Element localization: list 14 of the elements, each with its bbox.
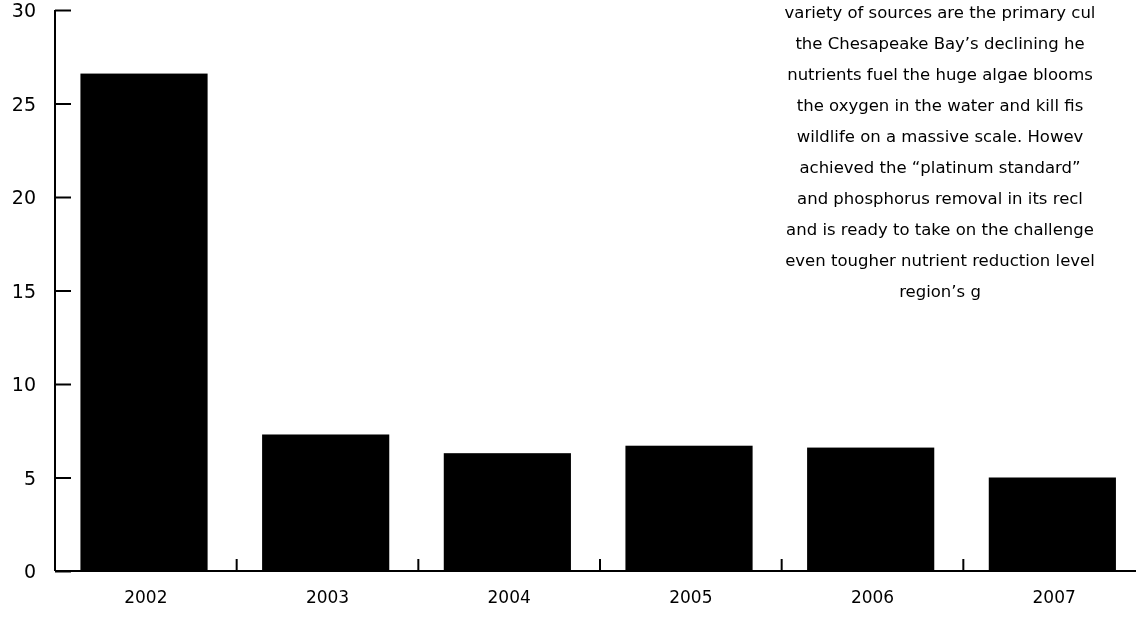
x-tick-label: 2005 xyxy=(669,587,713,608)
x-tick-label: 2007 xyxy=(1032,587,1076,608)
y-tick-label: 5 xyxy=(23,466,36,489)
x-tick-label: 2004 xyxy=(487,587,531,608)
y-tick-label: 15 xyxy=(11,279,36,302)
x-tick-label: 2002 xyxy=(124,587,168,608)
y-tick-label: 0 xyxy=(23,560,36,583)
text: variety of sources are the primary cul the Chesapeake Bay’s declining he nutrients fuel the huge algae blooms the oxygen in the water and kill fis wildlife on a massive scale. Howev achieved the “platinum standard” and phosphorus removal in its recl and is ready to take on the challenge even tougher nutrient reduction level region’s g xyxy=(784,3,1096,301)
y-tick-label: 20 xyxy=(11,186,36,209)
x-tick-label: 2006 xyxy=(850,587,895,608)
y-tick-label: 25 xyxy=(11,92,36,115)
y-tick-label: 30 xyxy=(11,0,36,22)
x-tick-label: 2003 xyxy=(305,587,350,608)
y-tick-label: 10 xyxy=(11,373,36,396)
